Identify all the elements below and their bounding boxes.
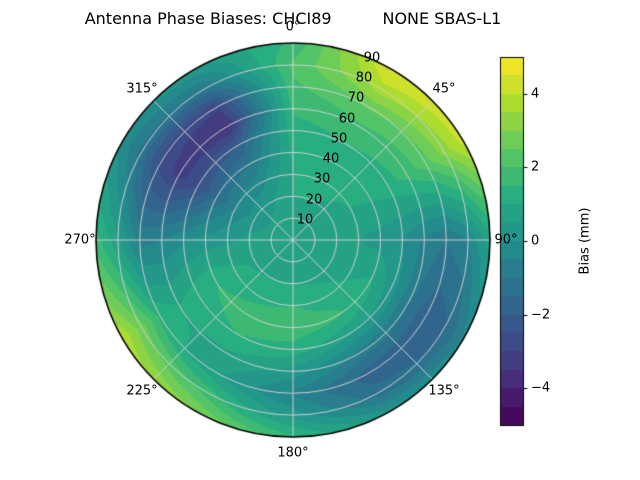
radial-tick-label: 70 <box>347 90 365 106</box>
radial-tick-label: 30 <box>313 171 331 187</box>
angular-tick-label: 225° <box>126 383 158 399</box>
angular-tick-label: 315° <box>126 81 158 97</box>
colorbar-tick-label: −2 <box>531 307 551 323</box>
radial-tick-label: 90 <box>363 50 381 66</box>
radial-tick-label: 40 <box>322 151 340 167</box>
angular-tick-label: 270° <box>64 232 96 248</box>
colorbar-tick-label: −4 <box>531 380 551 396</box>
radial-tick-label: 50 <box>330 131 348 147</box>
angular-tick-label: 0° <box>285 19 301 35</box>
chart-title: Antenna Phase Biases: CHCI89 NONE SBAS-L… <box>84 9 502 28</box>
colorbar-tick-label: 4 <box>531 86 540 102</box>
radial-tick-label: 10 <box>296 212 314 228</box>
radial-tick-label: 20 <box>305 192 323 208</box>
angular-tick-label: 135° <box>428 383 460 399</box>
radial-tick-label: 80 <box>355 70 373 86</box>
radial-tick-label: 60 <box>338 111 356 127</box>
colorbar-axis-label: Bias (mm) <box>577 207 593 275</box>
angular-tick-label: 180° <box>277 445 309 461</box>
angular-tick-label: 90° <box>494 232 518 248</box>
angular-tick-label: 45° <box>432 81 456 97</box>
colorbar-tick-label: 0 <box>531 233 540 249</box>
colorbar-tick-label: 2 <box>531 159 540 175</box>
